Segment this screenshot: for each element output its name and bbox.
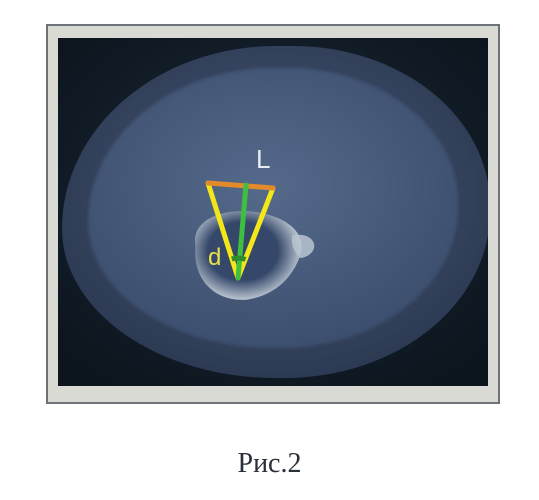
medical-scan-image: L d xyxy=(58,38,488,386)
label-L: L xyxy=(256,144,270,175)
page: L d Рис.2 xyxy=(0,0,539,500)
label-d: d xyxy=(208,244,221,272)
figure-caption: Рис.2 xyxy=(0,448,539,480)
